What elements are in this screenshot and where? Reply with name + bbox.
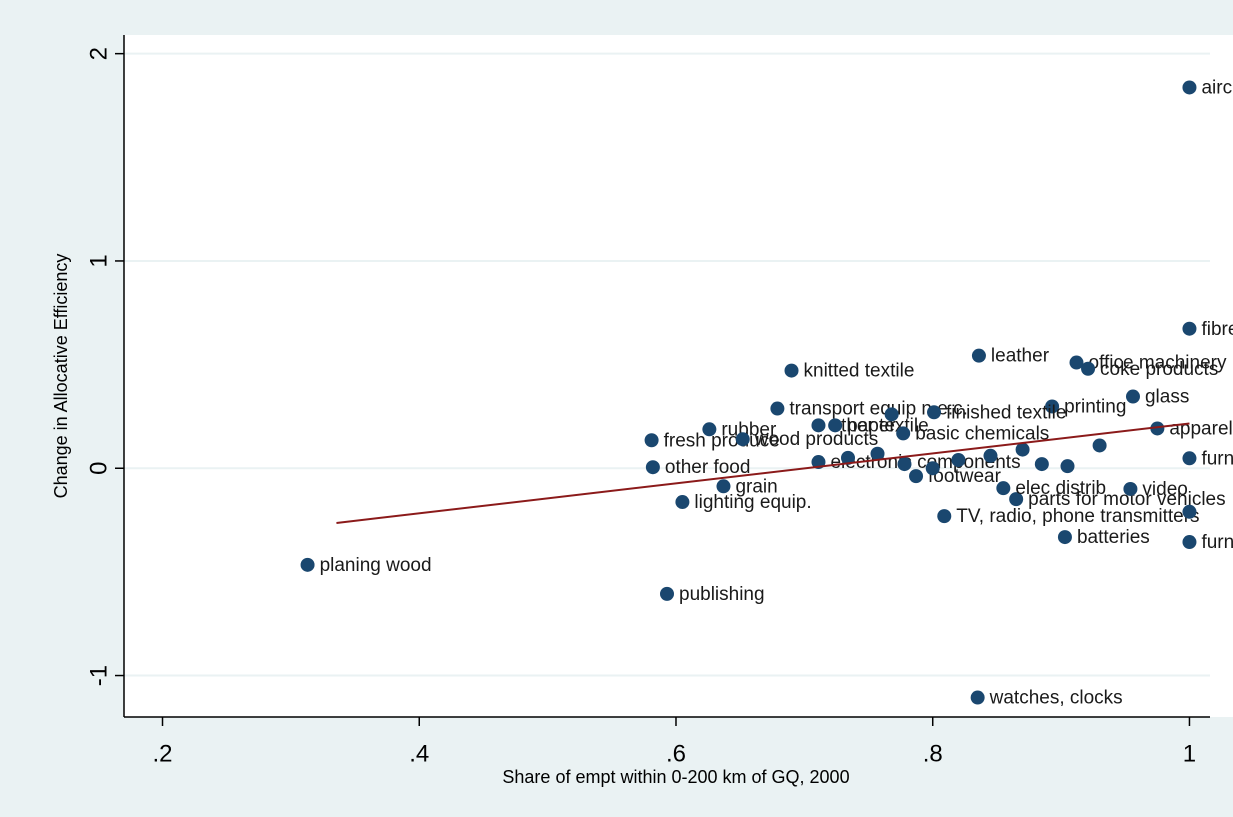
x-tick-label: .8 [923, 740, 943, 767]
point-label: elec distrib [1015, 478, 1106, 499]
point [1092, 438, 1107, 453]
point [811, 418, 826, 433]
point-label: basic chemicals [915, 423, 1049, 444]
point-label: leather [991, 346, 1050, 367]
x-axis-title: Share of empt within 0-200 km of GQ, 200… [502, 767, 849, 787]
point-label: wood products [754, 429, 879, 450]
point [1182, 321, 1197, 336]
point [1045, 399, 1060, 414]
y-tick-label: 2 [85, 47, 112, 60]
point [1182, 80, 1197, 95]
point [1182, 535, 1197, 550]
point-label: publishing [679, 584, 765, 605]
point-label: parts for motor vehicles [1028, 489, 1225, 510]
point [1057, 530, 1072, 545]
point-label: grain [735, 476, 777, 497]
point [841, 450, 855, 465]
point [784, 363, 799, 378]
point-label: finished textile [946, 402, 1066, 423]
point-label: rubber [721, 419, 777, 440]
point-label: fresh produce [664, 430, 780, 451]
x-tick-label: .4 [409, 740, 429, 767]
point [644, 433, 659, 448]
y-tick-label: 0 [85, 462, 112, 475]
point-label: glass [1145, 387, 1189, 408]
point-label: other food [665, 457, 751, 478]
point [1182, 451, 1197, 466]
point [735, 432, 750, 447]
point [1125, 389, 1140, 404]
point [660, 586, 674, 601]
point [828, 418, 843, 433]
point-label: lighting equip. [694, 492, 811, 513]
point [1060, 459, 1075, 474]
point-label: watches, clocks [989, 688, 1123, 709]
point [645, 460, 660, 475]
point-label: knitted textile [804, 361, 915, 382]
point-label: aircraft [1201, 77, 1233, 98]
y-tick-label: -1 [85, 665, 112, 686]
x-tick-label: .2 [153, 740, 173, 767]
point [909, 469, 924, 484]
point [927, 405, 942, 420]
point [716, 479, 731, 494]
y-tick-label: 1 [85, 254, 112, 267]
point [951, 452, 966, 467]
point [1150, 421, 1165, 436]
point [925, 461, 940, 476]
point [1182, 504, 1197, 519]
point-label: paper [847, 415, 896, 436]
point [897, 457, 912, 472]
point-label: batteries [1077, 527, 1150, 548]
point-label: office machinery [1088, 353, 1226, 374]
point [300, 557, 315, 572]
point [971, 348, 986, 363]
point [870, 446, 885, 461]
point-label: transport equip n.e.c. [789, 399, 968, 420]
point-label: printing [1064, 396, 1126, 417]
y-axis-title: Change in Allocative Efficiency [51, 254, 71, 499]
point [884, 407, 899, 422]
point [1034, 457, 1049, 472]
point-label: fibres [1201, 319, 1233, 340]
point [896, 426, 911, 441]
point [996, 481, 1011, 496]
point [1123, 481, 1138, 496]
plot-area [124, 35, 1233, 717]
point [1015, 442, 1030, 457]
point-label: footwear [928, 466, 1002, 487]
point-label: TV, radio, phone transmitters [956, 506, 1199, 527]
fit-line [336, 422, 1190, 524]
point [937, 509, 952, 524]
point-label: video [1142, 479, 1187, 500]
point [1069, 355, 1084, 370]
point-label: furniture n.e.c. [1201, 448, 1233, 469]
point [983, 448, 998, 463]
point-label: apparel [1169, 418, 1232, 439]
point-label: furniture [1201, 532, 1233, 553]
point-label: planing wood [320, 555, 432, 576]
point [1009, 492, 1024, 507]
point [970, 690, 985, 705]
point [675, 495, 690, 510]
x-tick-label: 1 [1183, 740, 1196, 767]
x-tick-label: .6 [666, 740, 686, 767]
point [1081, 361, 1096, 376]
point-label: coke products [1100, 359, 1218, 380]
point [702, 422, 717, 437]
point [770, 401, 785, 416]
